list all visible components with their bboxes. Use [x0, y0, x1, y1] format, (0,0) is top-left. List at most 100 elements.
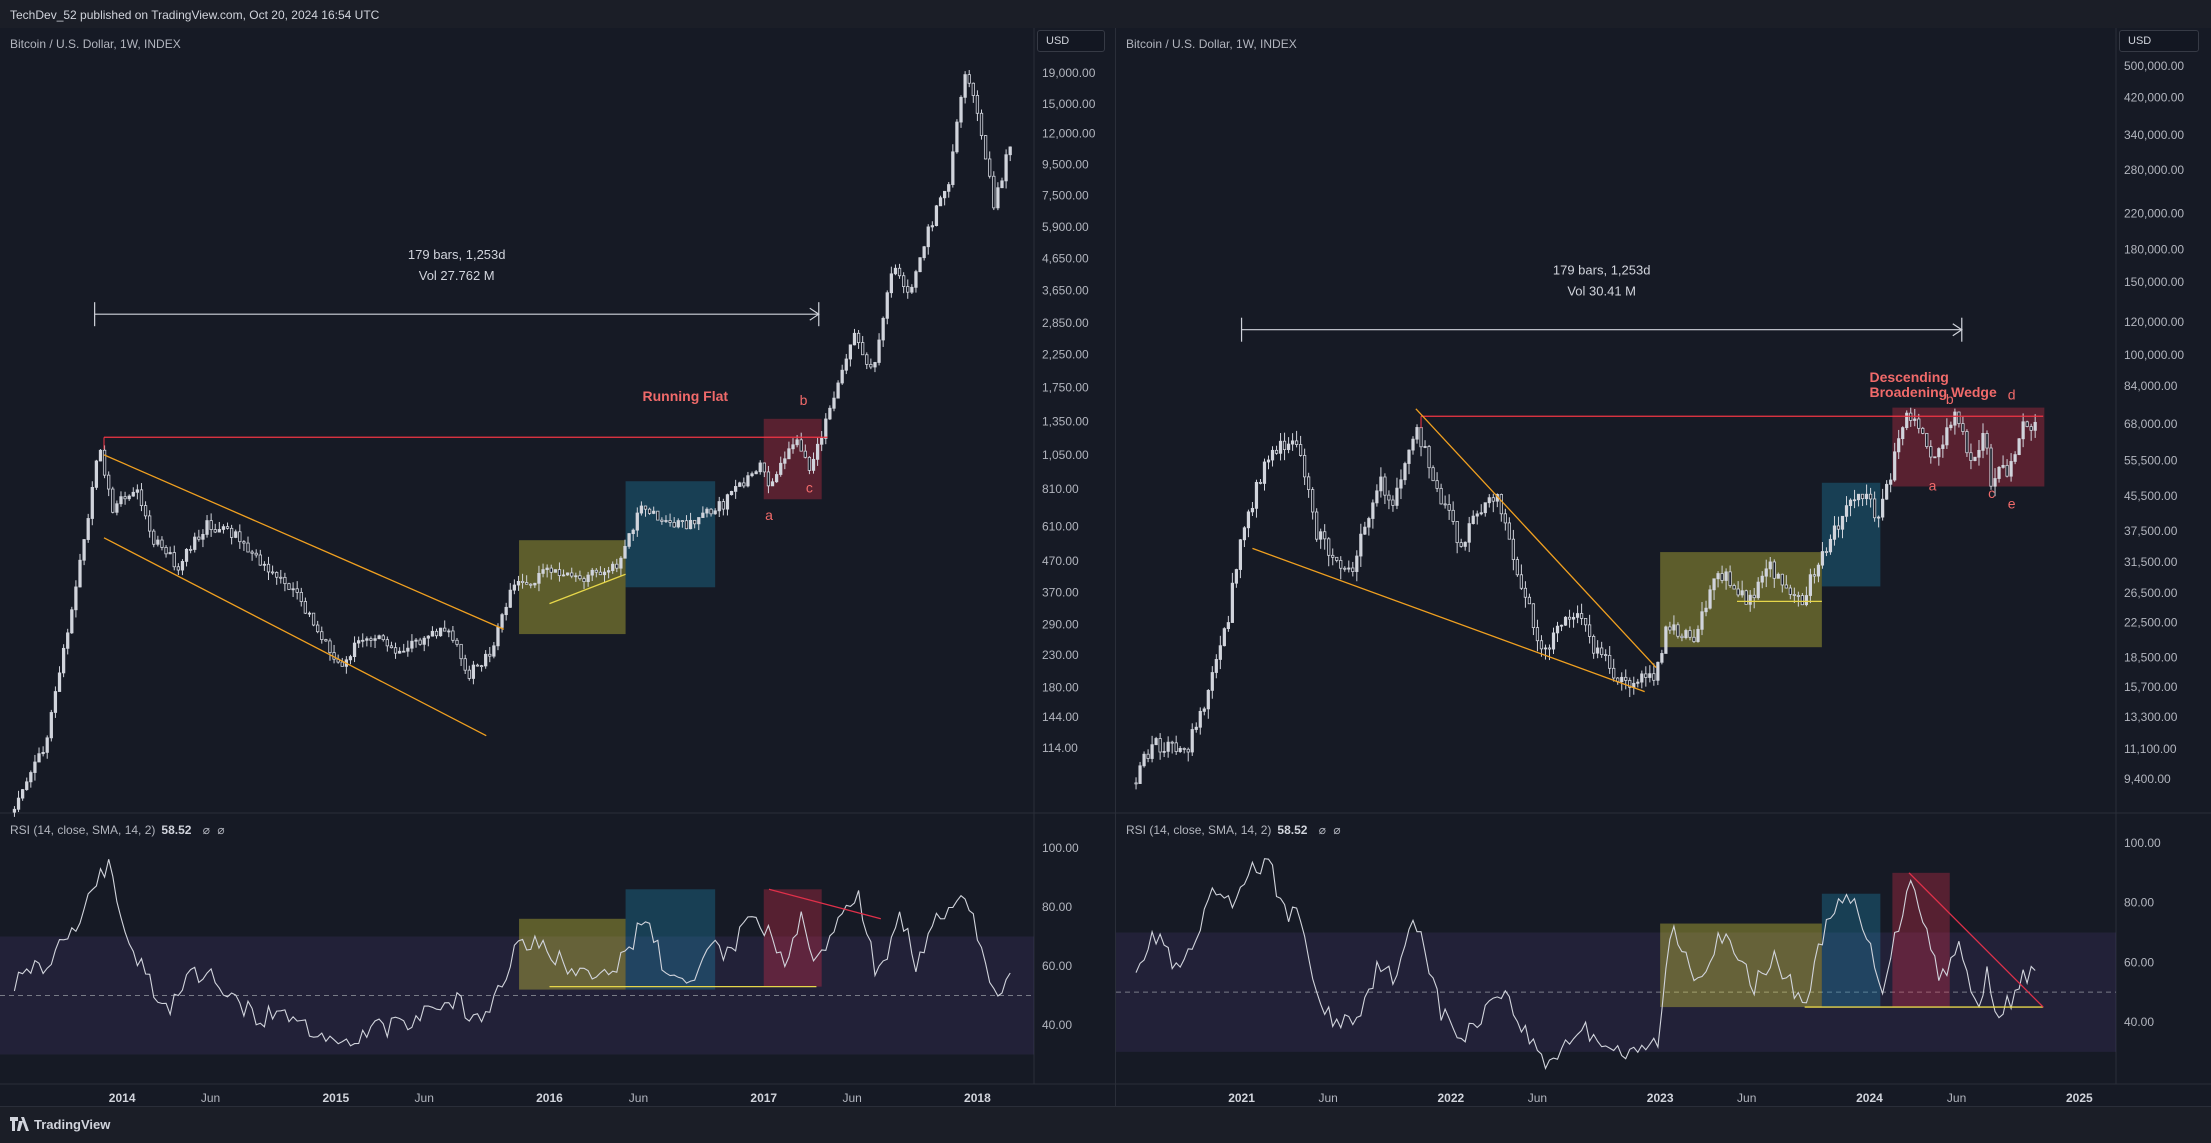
settings-icon[interactable]: ⌀	[217, 823, 225, 837]
candle-body	[422, 637, 426, 645]
rsi-tick-label: 80.00	[2124, 896, 2154, 910]
wave-label-c: c	[1988, 485, 1995, 501]
candle-body	[287, 583, 291, 590]
candle-body	[139, 489, 144, 506]
price-tick-label: 18,500.00	[2124, 651, 2178, 665]
date-tick-label: Jun	[1318, 1091, 1337, 1105]
candle-body	[447, 630, 451, 633]
price-tick-label: 9,400.00	[2124, 772, 2171, 786]
measure-label-bars: 179 bars, 1,253d	[408, 247, 506, 262]
candle-body	[205, 520, 209, 535]
candle-body	[955, 121, 959, 153]
candle-body	[1479, 512, 1483, 515]
candle-body	[1676, 624, 1680, 637]
candle-body	[1836, 525, 1841, 530]
rsi-line	[1135, 858, 2036, 1070]
candle-body	[570, 572, 574, 577]
candle-body	[1455, 521, 1459, 544]
candle-body	[1563, 616, 1568, 626]
price-tick-label: 100,000.00	[2124, 348, 2184, 362]
candle-body	[283, 576, 287, 585]
price-tick-label: 340,000.00	[2124, 128, 2184, 142]
candle-body	[1311, 489, 1315, 513]
candle-body	[742, 482, 746, 487]
candle-body	[1282, 440, 1287, 451]
candle-body	[455, 639, 459, 645]
candle-body	[418, 639, 422, 645]
brand-name[interactable]: TradingView	[34, 1117, 111, 1132]
candle-body	[1246, 511, 1251, 529]
candle-body	[1367, 518, 1371, 528]
candle-body	[1210, 672, 1214, 691]
candle-body	[213, 529, 217, 533]
candle-body	[1266, 459, 1271, 463]
candle-body	[1339, 560, 1343, 569]
candle-body	[1575, 613, 1580, 618]
price-tick-label: 5,900.00	[1042, 220, 1089, 234]
candle-body	[496, 627, 500, 647]
chart-canvas-right[interactable]: 179 bars, 1,253d Vol 30.41 M DescendingBro…	[1116, 28, 2211, 1106]
candle-body	[590, 569, 594, 576]
candle-body	[1692, 636, 1696, 642]
price-tick-label: 230.00	[1042, 648, 1079, 662]
candle-body	[652, 510, 656, 514]
candle-body	[1824, 551, 1829, 553]
candle-body	[1419, 427, 1423, 448]
candle-body	[131, 491, 135, 497]
candle-body	[869, 364, 873, 368]
settings-icon[interactable]: ⌀	[1333, 823, 1341, 837]
candle-body	[1407, 449, 1411, 464]
candle-body	[545, 567, 549, 571]
candle-body	[1744, 590, 1748, 605]
candle-body	[738, 482, 742, 487]
candle-body	[1612, 667, 1616, 679]
candle-body	[1519, 574, 1523, 589]
chart-panel-left[interactable]: 179 bars, 1,253d Vol 27.762 M Running Flat…	[0, 28, 1116, 1106]
candle-body	[1435, 480, 1439, 489]
candle-body	[1897, 438, 1901, 453]
candle-body	[852, 332, 857, 346]
candle-body	[1579, 613, 1584, 619]
currency-button[interactable]: USD	[1037, 30, 1105, 52]
price-tick-label: 810.00	[1042, 482, 1079, 496]
candle-body	[664, 520, 668, 522]
price-tick-label: 2,850.00	[1042, 316, 1089, 330]
price-tick-label: 4,650.00	[1042, 252, 1089, 266]
candle-body	[1620, 676, 1624, 683]
candle-body	[1178, 747, 1182, 753]
candle-body	[688, 519, 693, 530]
candle-body	[1000, 180, 1004, 189]
chart-panel-right[interactable]: 179 bars, 1,253d Vol 30.41 M Descending Bro…	[1116, 28, 2211, 1106]
candle-body	[1391, 499, 1395, 506]
candle-body	[254, 552, 258, 556]
candle-body	[787, 448, 791, 460]
candle-body	[1539, 640, 1544, 650]
candle-body	[49, 712, 53, 739]
visibility-icon[interactable]: ⌀	[202, 823, 210, 837]
price-tick-label: 2,250.00	[1042, 347, 1089, 361]
candle-body	[926, 226, 930, 248]
rsi-label: RSI (14, close, SMA, 14, 2)	[10, 823, 156, 837]
candle-body	[1728, 571, 1732, 586]
currency-button[interactable]: USD	[2119, 30, 2199, 52]
candle-body	[947, 184, 951, 192]
candle-body	[1905, 412, 1909, 429]
visibility-icon[interactable]: ⌀	[1318, 823, 1326, 837]
candle-body	[893, 267, 898, 275]
candle-body	[1584, 618, 1588, 626]
candle-body	[1644, 673, 1648, 678]
candle-body	[1672, 624, 1676, 631]
candle-body	[57, 672, 62, 692]
candle-body	[938, 197, 943, 207]
candle-body	[631, 529, 635, 535]
candle-body	[459, 643, 463, 660]
candle-body	[1299, 444, 1303, 456]
candle-body	[1270, 449, 1275, 461]
candle-body	[2005, 464, 2009, 477]
candle-body	[94, 460, 99, 488]
chart-canvas-left[interactable]: 179 bars, 1,253d Vol 27.762 M Running Flat…	[0, 28, 1115, 1106]
candle-body	[504, 606, 508, 616]
candle-body	[774, 474, 779, 483]
publish-info: TechDev_52 published on TradingView.com,…	[10, 8, 380, 22]
candle-body	[602, 571, 607, 576]
